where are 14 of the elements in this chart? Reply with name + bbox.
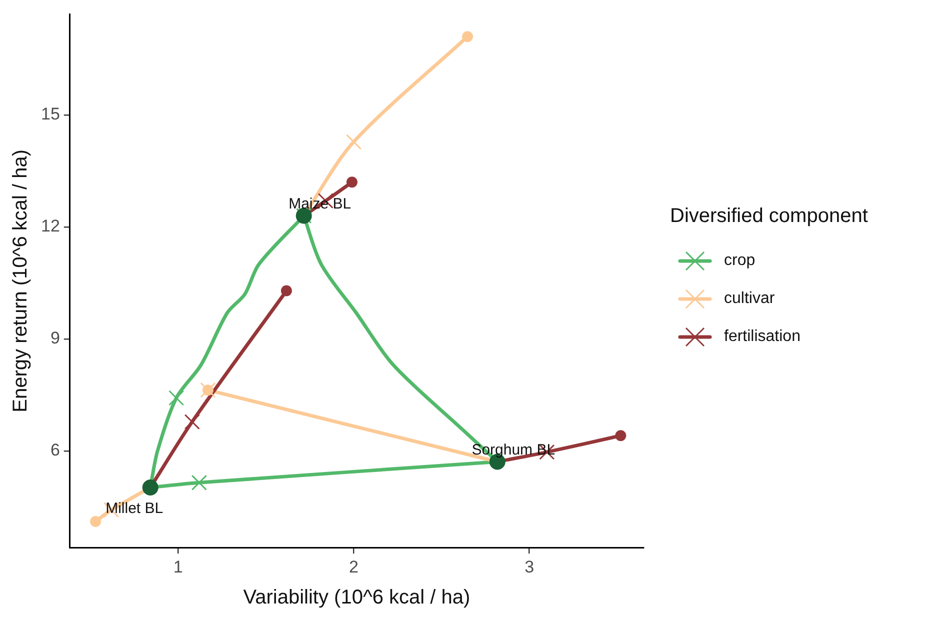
legend-label: crop bbox=[724, 252, 756, 270]
x-axis-title: Variability (10^6 kcal / ha) bbox=[243, 586, 470, 609]
y-tick-label: 12 bbox=[40, 216, 60, 236]
legend-label: cultivar bbox=[724, 290, 775, 308]
legend-label: fertilisation bbox=[724, 328, 800, 346]
y-tick-label: 15 bbox=[40, 104, 60, 124]
y-tick-label: 6 bbox=[50, 440, 60, 460]
x-tick-label: 1 bbox=[173, 557, 183, 576]
y-tick-label: 9 bbox=[50, 328, 60, 348]
y-axis-title: Energy return (10^6 kcal / ha) bbox=[10, 149, 32, 412]
x-tick-label: 2 bbox=[348, 557, 358, 576]
x-tick-label: 3 bbox=[524, 557, 534, 576]
annotation: Millet BL bbox=[106, 500, 164, 518]
legend-title: Diversified component bbox=[670, 205, 868, 228]
